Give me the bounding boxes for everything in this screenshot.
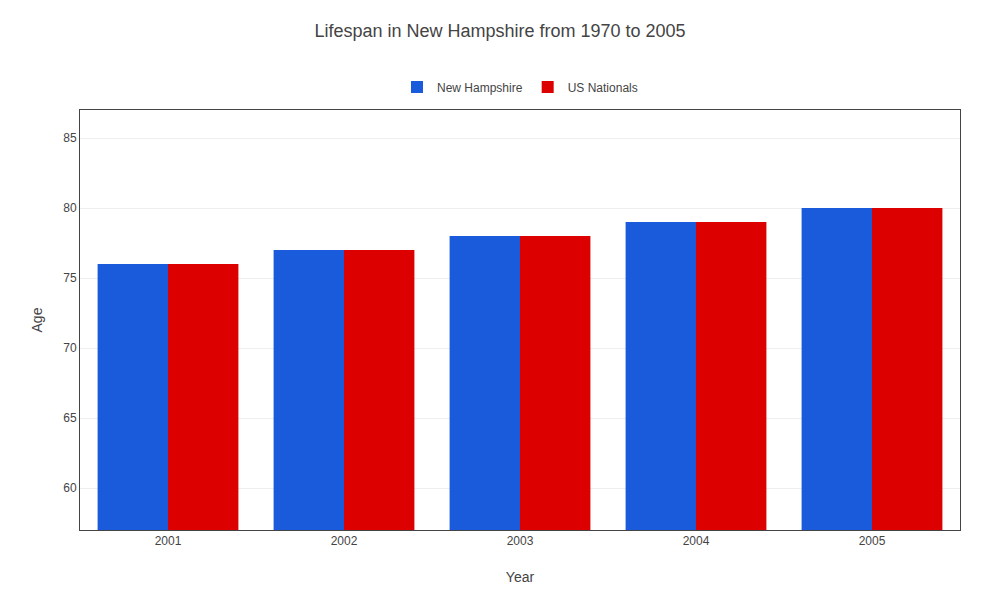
svg-text:2003: 2003 — [507, 534, 534, 548]
svg-text:Age: Age — [29, 307, 45, 332]
svg-text:75: 75 — [63, 271, 77, 285]
svg-text:85: 85 — [63, 131, 77, 145]
svg-text:80: 80 — [63, 201, 77, 215]
svg-text:2002: 2002 — [331, 534, 358, 548]
svg-text:2004: 2004 — [683, 534, 710, 548]
svg-text:Year: Year — [506, 569, 535, 585]
svg-text:2005: 2005 — [859, 534, 886, 548]
svg-text:New Hampshire: New Hampshire — [437, 81, 523, 95]
svg-text:Lifespan in New Hampshire from: Lifespan in New Hampshire from 1970 to 2… — [314, 21, 685, 41]
svg-text:65: 65 — [63, 411, 77, 425]
svg-text:60: 60 — [63, 481, 77, 495]
svg-text:2001: 2001 — [155, 534, 182, 548]
svg-text:70: 70 — [63, 341, 77, 355]
svg-text:US Nationals: US Nationals — [568, 81, 638, 95]
